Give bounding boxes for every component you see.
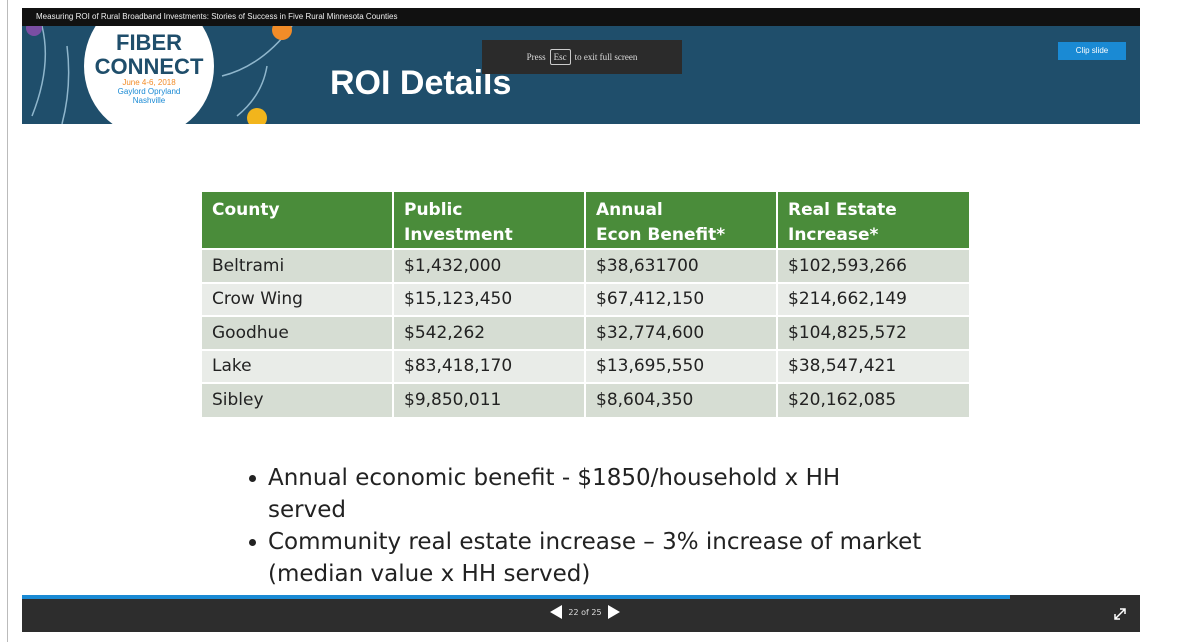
table-row: Sibley $9,850,011 $8,604,350 $20,162,085 [200, 382, 969, 417]
bullet-list: Annual economic benefit - $1850/househol… [236, 462, 921, 590]
presentation-title: Measuring ROI of Rural Broadband Investm… [22, 8, 1140, 26]
bullet-item: Annual economic benefit - $1850/househol… [236, 462, 921, 526]
bullet-line: (median value x HH served) [268, 561, 591, 587]
clip-button[interactable]: Clip slide [1058, 42, 1126, 60]
table-cell: $1,432,000 [392, 248, 585, 283]
progress-bar [22, 595, 1010, 599]
control-bar [22, 595, 1140, 632]
header-line: Increase* [788, 225, 879, 245]
table-cell: $542,262 [392, 315, 585, 350]
header-line: Real Estate [788, 200, 897, 220]
header-line: Public Investment [404, 200, 513, 245]
edge-line [7, 0, 8, 642]
bullet-line: Annual economic benefit - $1850/househol… [268, 465, 841, 491]
table-row: Lake $83,418,170 $13,695,550 $38,547,421 [200, 348, 969, 383]
logo-dates: June 4-6, 2018 [122, 78, 176, 87]
notice-key: Esc [549, 49, 571, 65]
table-cell: $13,695,550 [584, 348, 777, 383]
table-cell: $214,662,149 [776, 281, 969, 316]
pager: 22 of 25 [540, 605, 630, 619]
table-cell: $20,162,085 [776, 382, 969, 417]
header-row: County Public Investment Annual Econ Benefi… [200, 192, 969, 249]
prev-button[interactable] [550, 605, 563, 619]
bullet-line: Community real estate increase – 3% incr… [268, 529, 922, 555]
header-line: Econ Benefit* [596, 225, 726, 245]
column-header: Real Estate Increase* [776, 192, 969, 249]
next-button[interactable] [607, 605, 620, 619]
table-cell: Lake [200, 348, 393, 383]
table-cell: $38,547,421 [776, 348, 969, 383]
table-cell: Beltrami [200, 248, 393, 283]
logo-city: Nashville [132, 96, 166, 105]
dot [248, 475, 256, 482]
bullet-line: served [268, 497, 346, 523]
bullet-text: Community real estate increase – 3% incr… [268, 526, 921, 590]
bullet-dot [236, 462, 268, 526]
table-cell: Sibley [200, 382, 393, 417]
table-cell: $38,631700 [584, 248, 777, 283]
header-line: County [212, 200, 280, 220]
table-cell: $32,774,600 [584, 315, 777, 350]
column-header: County [200, 192, 393, 249]
bullet-text: Annual economic benefit - $1850/househol… [268, 462, 840, 526]
dot [248, 539, 256, 546]
table-cell: $15,123,450 [392, 281, 585, 316]
logo: FIBER CONNECT June 4-6, 2018 Gaylord Opr… [84, 26, 214, 124]
fullscreen-button[interactable] [1114, 608, 1126, 620]
header-line: Annual [596, 200, 663, 220]
table-cell: $8,604,350 [584, 382, 777, 417]
logo-text: FIBER [116, 30, 182, 55]
column-header: Annual Econ Benefit* [584, 192, 777, 249]
table-row: Goodhue $542,262 $32,774,600 $104,825,572 [200, 315, 969, 350]
table-cell: $67,412,150 [584, 281, 777, 316]
logo-venue: Gaylord Opryland [117, 87, 181, 96]
table-cell: $102,593,266 [776, 248, 969, 283]
table-cell: $104,825,572 [776, 315, 969, 350]
table-cell: $9,850,011 [392, 382, 585, 417]
table-cell: $83,418,170 [392, 348, 585, 383]
fullscreen-notice: Press Esc to exit full screen [482, 40, 682, 74]
notice-text: Press [526, 52, 546, 62]
page-counter: 22 of 25 [568, 607, 602, 617]
decor [26, 26, 293, 124]
bullet-dot [236, 526, 268, 590]
column-header: Public Investment [392, 192, 585, 249]
table-cell: Crow Wing [200, 281, 393, 316]
slide-title: ROI Details [330, 64, 512, 102]
roi-table: County Public Investment Annual Econ Benefi… [200, 192, 969, 417]
notice-text: to exit full screen [574, 52, 638, 62]
table-row: Crow Wing $15,123,450 $67,412,150 $214,662,… [200, 281, 969, 316]
bullet-item: Community real estate increase – 3% incr… [236, 526, 921, 590]
table-cell: Goodhue [200, 315, 393, 350]
table-row: Beltrami $1,432,000 $38,631700 $102,593,266 [200, 248, 969, 283]
logo-text: CONNECT [94, 54, 204, 79]
